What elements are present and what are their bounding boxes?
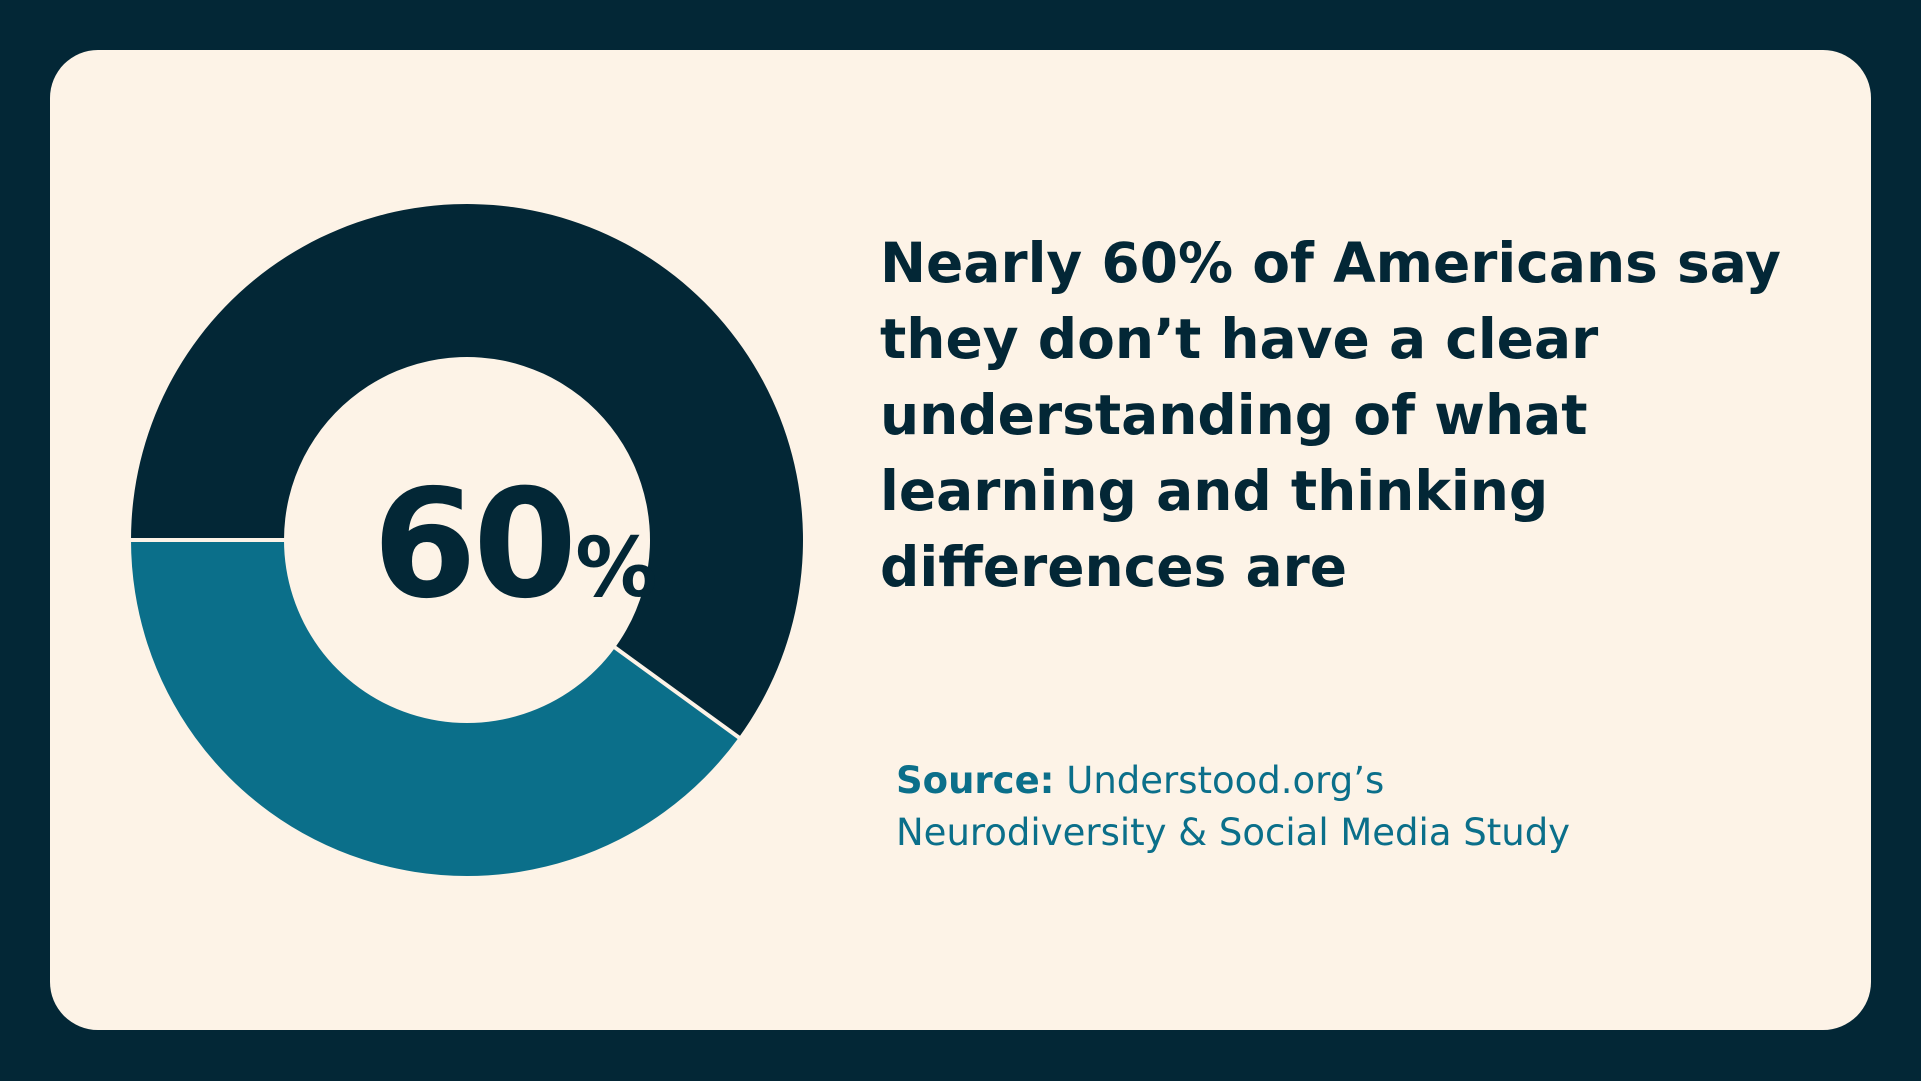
donut-chart — [129, 204, 804, 877]
center-percentage-unit: % — [575, 521, 658, 616]
source-label: Source: — [896, 759, 1055, 802]
donut-slice-divider-2 — [612, 644, 742, 741]
center-percentage-number: 60 — [372, 458, 578, 632]
source-citation: Source: Understood.org’s Neurodiversity … — [896, 755, 1796, 859]
infographic-card: 60% Nearly 60% of Americans say they don… — [50, 50, 1871, 1030]
source-line-1: Understood.org’s — [1066, 759, 1385, 802]
source-line-2: Neurodiversity & Social Media Study — [896, 811, 1571, 854]
donut-slice-2 — [131, 540, 739, 877]
center-percentage: 60% — [350, 470, 680, 620]
donut-slice-1 — [131, 204, 804, 738]
headline: Nearly 60% of Americans say they don’t h… — [880, 231, 1782, 599]
